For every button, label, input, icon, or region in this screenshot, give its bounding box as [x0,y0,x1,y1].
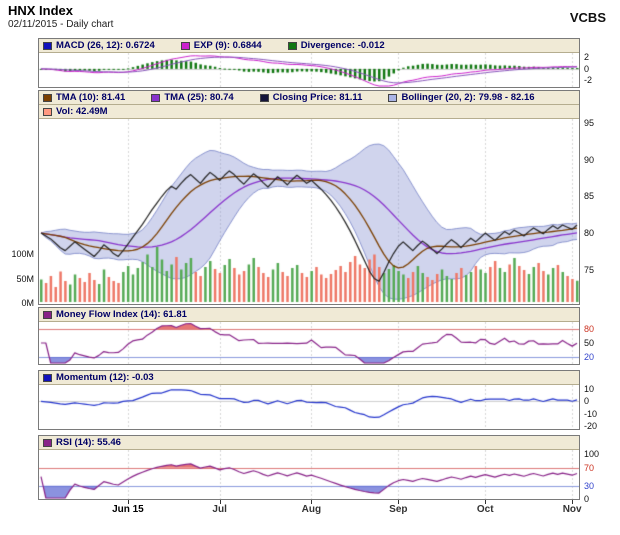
x-axis-tick [572,500,574,504]
rsi-legend-label: RSI (14): 55.46 [56,437,121,448]
tma10-swatch-icon [43,93,52,102]
legend-item: TMA (10): 81.41 [43,92,125,103]
x-axis-tick [311,500,313,504]
y-tick-label: 75 [584,265,595,275]
bollinger-legend-label: Bollinger (20, 2): 79.98 - 82.16 [401,92,535,103]
macd-legend: MACD (26, 12): 0.6724 EXP (9): 0.6844 Di… [39,39,579,53]
momentum-plot [39,385,579,429]
y-tick-label: 50 [584,338,595,348]
macd-legend-label: MACD (26, 12): 0.6724 [56,40,155,51]
y-tick-label: -20 [584,421,598,431]
legend-item: Vol: 42.49M [43,106,108,117]
y-tick-label: 95 [584,118,595,128]
price-panel: TMA (10): 81.41 TMA (25): 80.74 Closing … [38,90,580,305]
y-tick-label: 80 [584,228,595,238]
exp-legend-label: EXP (9): 0.6844 [193,40,262,51]
legend-item: RSI (14): 55.46 [43,437,121,448]
x-axis-tick [219,500,221,504]
page-title: HNX Index [8,3,74,18]
mfi-plot [39,322,579,364]
mfi-legend-label: Money Flow Index (14): 61.81 [56,309,187,320]
legend-item: TMA (25): 80.74 [151,92,234,103]
y-tick-label: 70 [584,463,595,473]
x-axis-tick [127,500,129,504]
y-tick-label: 0 [584,64,590,74]
volume-tick-label: 50M [16,274,34,284]
y-tick-label: 0 [584,396,590,406]
legend-item: EXP (9): 0.6844 [180,40,262,51]
y-tick-label: 100 [584,449,600,459]
close-legend-label: Closing Price: 81.11 [272,92,363,103]
macd-swatch-icon [43,41,52,50]
mfi-swatch-icon [43,310,52,319]
y-tick-label: 85 [584,191,595,201]
x-axis-tick [485,500,487,504]
legend-item: Closing Price: 81.11 [259,92,363,103]
macd-plot [39,53,579,87]
rsi-panel: RSI (14): 55.46 [38,435,580,500]
macd-panel: MACD (26, 12): 0.6724 EXP (9): 0.6844 Di… [38,38,580,88]
rsi-legend: RSI (14): 55.46 [39,436,579,450]
y-tick-label: 80 [584,324,595,334]
volume-legend-label: Vol: 42.49M [56,106,108,117]
rsi-swatch-icon [43,438,52,447]
tma10-legend-label: TMA (10): 81.41 [56,92,126,103]
volume-swatch-icon [43,107,52,116]
y-tick-label: -2 [584,75,593,85]
exp-swatch-icon [180,41,190,50]
momentum-swatch-icon [43,373,52,382]
mfi-legend: Money Flow Index (14): 61.81 [39,308,579,322]
volume-tick-label: 100M [11,249,34,259]
tma25-swatch-icon [151,93,161,102]
x-tick-label: Aug [301,504,322,515]
x-tick-label: Sep [389,504,408,515]
x-tick-label: Jul [212,504,227,515]
chart-subtitle: 02/11/2015 - Daily chart [8,19,114,30]
close-swatch-icon [259,93,269,102]
momentum-legend-label: Momentum (12): -0.03 [56,372,154,383]
momentum-legend: Momentum (12): -0.03 [39,371,579,385]
volume-legend: Vol: 42.49M [39,105,579,119]
tma25-legend-label: TMA (25): 80.74 [164,92,234,103]
y-tick-label: 2 [584,52,590,62]
y-tick-label: 30 [584,481,595,491]
volume-tick-label: 0M [21,298,34,308]
divergence-swatch-icon [287,41,297,50]
y-tick-label: -10 [584,409,598,419]
rsi-plot [39,450,579,499]
x-tick-label: Oct [476,504,494,515]
price-plot [39,119,579,304]
momentum-panel: Momentum (12): -0.03 [38,370,580,430]
x-axis-tick [398,500,400,504]
y-tick-label: 20 [584,352,595,362]
price-legend: TMA (10): 81.41 TMA (25): 80.74 Closing … [39,91,579,105]
bollinger-swatch-icon [388,93,398,102]
x-tick-label: Nov [562,504,582,515]
y-tick-label: 0 [584,494,590,504]
legend-item: MACD (26, 12): 0.6724 [43,40,155,51]
brand-logo: VCBS [569,10,606,25]
legend-item: Momentum (12): -0.03 [43,372,154,383]
x-tick-label: Jun 15 [112,504,144,515]
legend-item: Divergence: -0.012 [287,40,385,51]
y-tick-label: 10 [584,384,595,394]
legend-item: Money Flow Index (14): 61.81 [43,309,187,320]
mfi-panel: Money Flow Index (14): 61.81 [38,307,580,365]
legend-item: Bollinger (20, 2): 79.98 - 82.16 [388,92,535,103]
y-tick-label: 90 [584,155,595,165]
divergence-legend-label: Divergence: -0.012 [300,40,385,51]
